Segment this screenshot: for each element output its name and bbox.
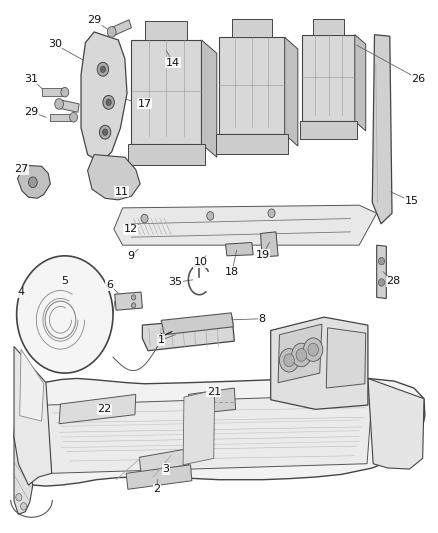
Polygon shape [372, 35, 392, 224]
Text: 19: 19 [256, 250, 270, 260]
Polygon shape [302, 35, 355, 122]
Polygon shape [183, 390, 215, 465]
Polygon shape [226, 243, 253, 256]
Circle shape [106, 99, 111, 106]
Polygon shape [326, 328, 366, 388]
Text: 2: 2 [153, 484, 160, 494]
Circle shape [378, 279, 385, 286]
Polygon shape [219, 37, 285, 134]
Circle shape [292, 343, 311, 367]
Text: 35: 35 [168, 278, 182, 287]
Polygon shape [126, 465, 192, 489]
Text: 18: 18 [225, 267, 239, 277]
Circle shape [308, 343, 318, 356]
Polygon shape [131, 40, 201, 144]
Polygon shape [88, 155, 140, 200]
Polygon shape [20, 349, 44, 421]
Polygon shape [59, 394, 136, 424]
Polygon shape [313, 19, 344, 35]
Polygon shape [285, 37, 298, 146]
Polygon shape [377, 245, 386, 298]
Text: 10: 10 [194, 257, 208, 267]
Circle shape [296, 349, 307, 361]
Polygon shape [50, 114, 74, 121]
Circle shape [141, 214, 148, 223]
Polygon shape [215, 134, 288, 154]
Text: 27: 27 [14, 165, 28, 174]
Polygon shape [128, 144, 205, 165]
Text: 29: 29 [25, 107, 39, 117]
Polygon shape [14, 437, 33, 514]
Text: 14: 14 [166, 58, 180, 68]
Text: 9: 9 [127, 251, 134, 261]
Circle shape [131, 303, 136, 308]
Text: 3: 3 [162, 464, 169, 474]
Text: 21: 21 [207, 387, 221, 397]
Circle shape [16, 494, 22, 501]
Circle shape [61, 87, 69, 97]
Circle shape [107, 27, 116, 37]
Polygon shape [271, 317, 368, 409]
Polygon shape [232, 19, 272, 37]
Polygon shape [188, 388, 236, 415]
Circle shape [102, 129, 108, 135]
Polygon shape [81, 32, 127, 163]
Polygon shape [18, 165, 50, 198]
Text: 22: 22 [97, 405, 111, 414]
Circle shape [378, 257, 385, 265]
Text: 4: 4 [18, 287, 25, 297]
Circle shape [17, 256, 113, 373]
Circle shape [131, 295, 136, 300]
Text: 15: 15 [405, 197, 419, 206]
Text: 26: 26 [411, 74, 425, 84]
Text: 5: 5 [61, 277, 68, 286]
Circle shape [70, 112, 78, 122]
Polygon shape [110, 20, 131, 36]
Circle shape [99, 125, 111, 139]
Polygon shape [115, 292, 142, 310]
Polygon shape [161, 313, 233, 335]
Polygon shape [278, 324, 322, 383]
Circle shape [207, 212, 214, 220]
Circle shape [284, 354, 294, 367]
Circle shape [103, 95, 114, 109]
Polygon shape [201, 40, 217, 157]
Polygon shape [14, 346, 52, 485]
Polygon shape [139, 449, 188, 473]
Text: 30: 30 [48, 39, 62, 49]
Circle shape [304, 338, 323, 361]
Text: 17: 17 [138, 99, 152, 109]
Polygon shape [261, 232, 278, 257]
Polygon shape [355, 35, 366, 131]
Text: 31: 31 [25, 74, 39, 84]
Polygon shape [300, 122, 357, 139]
Text: 29: 29 [87, 15, 101, 25]
Polygon shape [145, 21, 187, 40]
Circle shape [55, 99, 64, 109]
Text: 1: 1 [158, 335, 165, 345]
Polygon shape [46, 394, 372, 473]
Text: 28: 28 [386, 277, 400, 286]
Polygon shape [114, 205, 377, 245]
Circle shape [268, 209, 275, 217]
Text: 8: 8 [258, 314, 265, 324]
Circle shape [279, 349, 299, 372]
Circle shape [28, 177, 37, 188]
Polygon shape [59, 100, 79, 112]
Polygon shape [142, 317, 234, 351]
Polygon shape [368, 378, 424, 469]
Circle shape [100, 66, 106, 72]
Polygon shape [42, 88, 65, 96]
Text: 6: 6 [106, 280, 113, 290]
Circle shape [97, 62, 109, 76]
Text: 11: 11 [115, 187, 129, 197]
Polygon shape [14, 377, 425, 486]
Circle shape [21, 503, 27, 510]
Text: 12: 12 [124, 224, 138, 234]
